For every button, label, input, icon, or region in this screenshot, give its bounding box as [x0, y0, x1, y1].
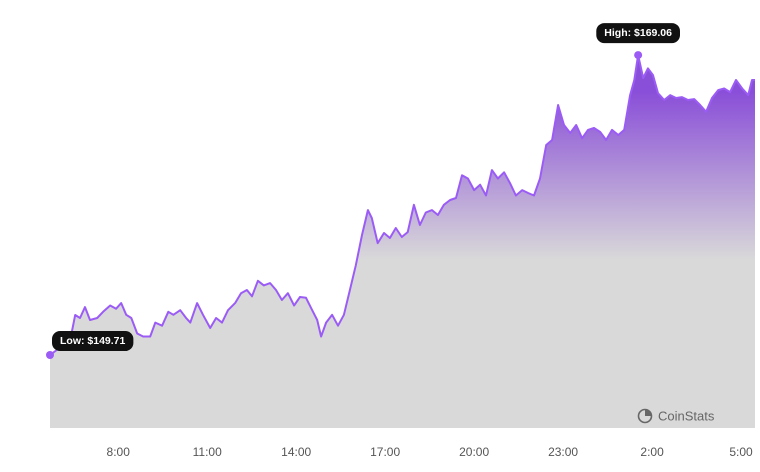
x-tick-label: 23:00: [548, 445, 578, 459]
watermark-text: CoinStats: [658, 408, 715, 423]
high-annotation: High: $169.06: [596, 23, 680, 44]
x-tick-label: 5:00: [729, 445, 753, 459]
plot: Low: $149.71 High: $169.06: [46, 23, 755, 428]
watermark-icon-slice: [645, 409, 652, 416]
x-tick-label: 11:00: [193, 445, 222, 459]
high-dot: [634, 51, 643, 60]
x-tick-label: 17:00: [370, 445, 400, 459]
low-pill: [52, 330, 134, 351]
x-tick-label: 2:00: [640, 445, 664, 459]
x-tick-label: 8:00: [107, 445, 131, 459]
high-pill: [596, 23, 680, 44]
low-annotation: Low: $149.71: [52, 330, 134, 351]
watermark: CoinStats: [637, 408, 715, 423]
area: [50, 55, 755, 428]
low-dot: [46, 350, 54, 359]
high-label: High: $169.06: [604, 27, 672, 39]
x-tick-label: 14:00: [281, 445, 311, 459]
x-tick-label: 20:00: [459, 445, 489, 459]
low-label: Low: $149.71: [60, 335, 126, 347]
line: [49, 54, 755, 356]
